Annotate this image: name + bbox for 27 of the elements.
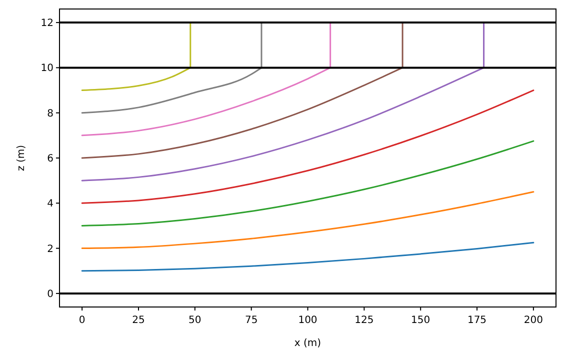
y-tick-label: 6	[47, 154, 54, 164]
x-tick-label: 175	[467, 315, 487, 326]
x-tick-label: 25	[132, 315, 145, 326]
x-tick-label: 125	[354, 315, 374, 326]
line-series	[81, 22, 192, 92]
y-tick-label: 8	[47, 108, 54, 120]
line-series	[81, 191, 534, 250]
y-tick-label: 2	[47, 244, 54, 255]
x-tick-label: 0	[78, 315, 86, 326]
y-tick-label: 4	[47, 198, 54, 210]
y-axis-title: z (m)	[16, 144, 27, 171]
x-axis-title: x (m)	[294, 338, 322, 349]
line-series	[81, 90, 534, 204]
x-tick-label: 75	[244, 315, 258, 326]
y-tick-label: 12	[40, 18, 54, 30]
x-tick-label: 50	[188, 315, 202, 326]
line-series	[81, 22, 332, 136]
line-series	[81, 22, 262, 114]
x-tick-label: 100	[298, 315, 318, 326]
y-tick-label: 0	[47, 288, 54, 300]
line-series	[81, 22, 485, 182]
line-series	[81, 140, 534, 226]
x-tick-label: 150	[411, 315, 430, 326]
line-series	[81, 242, 534, 272]
line-series	[81, 22, 404, 159]
y-tick-label: 10	[40, 63, 54, 74]
x-tick-label: 200	[524, 315, 543, 326]
